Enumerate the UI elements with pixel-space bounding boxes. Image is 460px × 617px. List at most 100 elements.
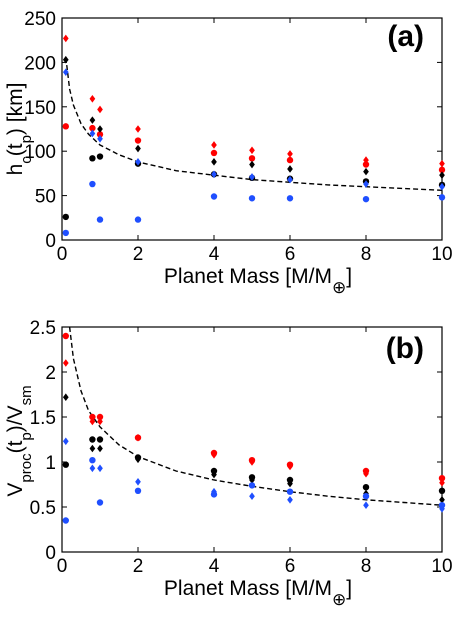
panel-a-point-red-diamond [89, 95, 96, 103]
panel-b-point-black-circle [62, 461, 69, 468]
panel-a-x-tick-label: 0 [57, 244, 68, 265]
panel-a-point-black-diamond [62, 55, 69, 64]
panel-b-x-tick-label: 2 [133, 556, 144, 577]
panel-b-point-red-circle [438, 475, 446, 482]
panel-a-point-blue-circle [89, 180, 96, 188]
panel-a-point-red-diamond [211, 141, 217, 149]
panel-b-point-blue-circle [210, 491, 218, 498]
panel-a-point-red-circle [438, 166, 446, 174]
panel-a-point-blue-circle [210, 193, 218, 200]
panel-a-x-tick-label: 6 [285, 244, 296, 265]
panel-b-y-axis-label: Vproc(tp)/Vsm [4, 385, 35, 496]
panel-a-y-tick-label: 50 [35, 187, 56, 208]
panel-b-point-red-circle [62, 332, 69, 340]
panel-a-point-red-circle [134, 137, 142, 144]
panel-b-point-blue-diamond [89, 464, 96, 473]
panel-a-x-axis-label: Planet Mass [M/M⊕] [164, 265, 352, 297]
panel-a-point-blue-circle [438, 194, 446, 201]
panel-b-x-tick-label: 4 [209, 556, 220, 577]
panel-a-point-black-diamond [89, 116, 96, 124]
panel-a-y-tick-label: 150 [24, 98, 56, 119]
panel-b-point-black-circle [210, 467, 218, 475]
panel-b-point-black-diamond [211, 470, 217, 479]
panel-a-point-red-circle [96, 131, 104, 138]
panel-a-point-blue-circle [248, 195, 256, 202]
panel-a-label: (a) [387, 20, 424, 53]
panel-a-point-red-circle [248, 155, 256, 162]
panel-b-point-black-circle [134, 454, 142, 461]
panel-b-point-red-diamond [97, 417, 103, 426]
panel-a-point-black-diamond [211, 158, 217, 166]
panel-b-point-black-circle [89, 436, 96, 443]
panel-a-point-blue-diamond [89, 129, 96, 138]
panel-a-x-tick-label: 8 [361, 244, 372, 265]
panel-b-point-red-diamond [211, 451, 217, 459]
panel-b-plot-area: 0 2 4 6 8 10 0 0.5 1 1.5 2 2.5 [30, 318, 453, 577]
panel-a-point-red-diamond [97, 105, 103, 114]
panel-b-point-red-diamond [62, 359, 69, 367]
panel-a-point-blue-diamond [97, 134, 103, 143]
panel-b-point-blue-diamond [97, 464, 103, 473]
panel-b-y-tick-label: 1 [45, 453, 56, 474]
panel-b-label: (b) [386, 332, 424, 365]
panel-b-point-blue-circle [96, 499, 104, 506]
panel-a-point-blue-diamond [249, 173, 255, 181]
panel-b-point-red-diamond [287, 462, 293, 471]
panel-b-point-red-diamond [135, 433, 141, 442]
panel-a-point-red-diamond [249, 146, 255, 155]
panel-a-point-black-circle [96, 153, 104, 160]
panel-a-y-tick-label: 100 [24, 142, 56, 163]
panel-a-point-red-circle [89, 124, 96, 132]
panel-b-point-blue-circle [89, 457, 96, 464]
panel-b-y-tick-label: 0 [45, 543, 56, 564]
panel-a-x-tick-label: 10 [431, 244, 452, 265]
panel-b-y-tick-label: 0.5 [30, 498, 56, 519]
panel-b-axes-frame [61, 326, 443, 553]
panel-a-point-blue-circle [286, 195, 294, 202]
panel-a-point-red-diamond [135, 125, 141, 133]
panel-a-x-tick-label: 2 [133, 244, 144, 265]
panel-a-fit-curve [65, 57, 443, 191]
panel-a-point-blue-diamond [363, 180, 369, 188]
panel-b-point-blue-diamond [249, 492, 255, 500]
panel-b-point-blue-diamond [135, 478, 141, 486]
panel-b-fit-curve [68, 326, 443, 506]
panel-a-point-black-diamond [135, 144, 141, 153]
panel-a-axes-frame [61, 17, 443, 241]
panel-b-point-blue-diamond [363, 501, 369, 509]
panel-b-y-tick-label: 2 [45, 363, 56, 384]
panel-a-point-red-circle [286, 156, 294, 164]
panel-b-point-black-circle [286, 476, 294, 484]
panel-b-point-blue-circle [62, 517, 69, 524]
panel-b-x-axis-label: Planet Mass [M/M⊕] [164, 577, 352, 609]
panel-b-point-black-diamond [97, 444, 103, 453]
panel-b-point-blue-circle [362, 493, 370, 500]
panel-a-point-blue-circle [134, 216, 142, 223]
panel-b-x-tick-label: 0 [57, 556, 68, 577]
panel-a-point-red-circle [362, 161, 370, 168]
panel-b-point-red-circle [89, 413, 96, 421]
panel-b-point-blue-diamond [62, 437, 69, 446]
panel-a-point-blue-diamond [211, 170, 217, 179]
panel-a-x-tick-label: 4 [209, 244, 220, 265]
panel-a-y-tick-label: 0 [45, 231, 56, 252]
panel-a-point-red-circle [62, 123, 69, 130]
panel-b-x-tick-label: 6 [285, 556, 296, 577]
panel-a-point-blue-diamond [62, 68, 69, 76]
panel-b-point-red-diamond [363, 469, 369, 478]
panel-b-point-blue-circle [248, 482, 256, 489]
panel-a-point-red-diamond [287, 150, 293, 158]
panel-b-point-red-diamond [249, 458, 255, 466]
panel-b-point-black-circle [362, 484, 370, 491]
panel-a-point-black-diamond [439, 171, 445, 179]
panel-a-point-blue-circle [362, 195, 370, 203]
panel-b-point-blue-circle [286, 488, 294, 495]
panel-b-point-black-diamond [89, 444, 96, 453]
panel-b-y-tick-label: 1.5 [30, 408, 56, 429]
panel-b-point-blue-diamond [287, 496, 293, 504]
panel-a-point-blue-diamond [287, 175, 293, 184]
panel-b-point-blue-circle [438, 502, 446, 509]
